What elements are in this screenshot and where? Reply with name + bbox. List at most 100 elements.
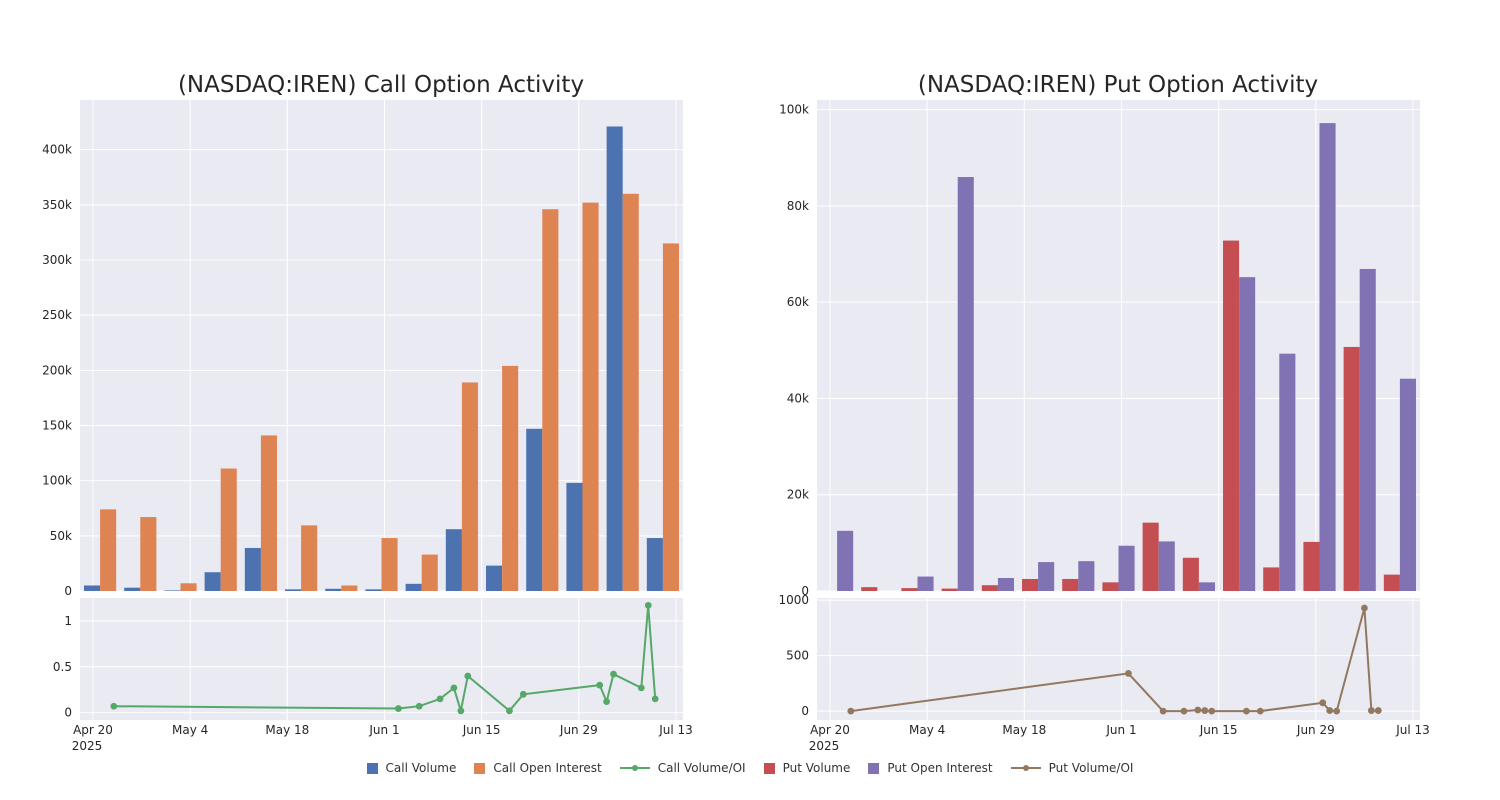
put-ratio-point: [1374, 707, 1382, 714]
call-ratio-xtick-year: 2025: [72, 739, 103, 750]
call-ratio-point: [457, 707, 465, 715]
put-open-interest-bar: [1279, 353, 1296, 591]
put-open-interest-bar: [1399, 378, 1416, 591]
call-open-interest-bar: [502, 365, 519, 591]
call-ratio-point: [596, 681, 604, 689]
call-volume-bar: [445, 529, 462, 591]
legend-label: Put Open Interest: [887, 761, 993, 775]
call-volume-bar: [486, 565, 503, 591]
put-ratio-point: [1208, 707, 1216, 715]
put-open-interest-bar: [1239, 277, 1256, 591]
call-volume-bar: [124, 587, 141, 591]
call-ytick-label: 150k: [42, 418, 72, 432]
call-ratio-point: [506, 707, 513, 715]
call-ratio-ytick-label: 1: [64, 614, 72, 628]
put-ratio-point: [1361, 604, 1368, 612]
put-volume-bar: [1142, 522, 1159, 591]
call-volume-bar: [204, 572, 221, 591]
call-volume-bar: [325, 588, 342, 591]
call-ratio-xtick-label: Apr 20: [73, 723, 113, 737]
put-volume-bar: [861, 587, 878, 591]
put-ratio-point: [847, 707, 855, 715]
put-chart-title: (NASDAQ:IREN) Put Option Activity: [918, 72, 1318, 98]
put-ytick-label: 80k: [787, 199, 809, 213]
put-volume-bar: [1303, 541, 1320, 591]
call-ratio-point: [610, 670, 617, 678]
call-ratio-xtick-label: May 4: [172, 723, 208, 737]
call-ratio-point: [394, 705, 402, 712]
legend-label: Call Open Interest: [493, 761, 602, 775]
put-ytick-label: 0: [801, 584, 809, 598]
call-ytick-label: 350k: [42, 198, 72, 212]
put-ytick-label: 20k: [787, 488, 809, 502]
legend-marker: [1010, 762, 1041, 774]
put-ytick-label: 60k: [787, 295, 809, 309]
call-open-interest-bar: [100, 509, 117, 591]
legend-label: Put Volume/OI: [1048, 761, 1134, 775]
call-volume-bar: [164, 590, 181, 591]
put-ratio-xtick-label: May 4: [909, 723, 945, 737]
call-volume-bar: [285, 589, 302, 591]
put-volume-bar: [1182, 557, 1199, 591]
option-activity-figure: (NASDAQ:IREN) Call Option Activity (NASD…: [42, 72, 1430, 750]
legend-label: Call Volume/OI: [657, 761, 746, 775]
put-open-interest-bar: [1078, 561, 1095, 591]
put-open-interest-bar: [1198, 582, 1215, 591]
put-ratio-xtick-label: Jun 1: [1105, 723, 1136, 737]
call-chart-title: (NASDAQ:IREN) Call Option Activity: [178, 72, 584, 98]
call-volume-bar: [365, 589, 382, 591]
put-ratio-xtick-label: Jul 13: [1395, 723, 1430, 737]
put-ratio-point: [1125, 670, 1132, 677]
put-volume-bar: [1343, 346, 1360, 591]
call-ratio-ytick-label: 0.5: [53, 660, 72, 674]
put-ratio-point: [1319, 699, 1327, 707]
call-ratio-ytick-label: 0: [64, 706, 72, 720]
call-open-interest-bar: [582, 202, 599, 592]
call-volume-bar: [526, 428, 543, 591]
call-volume-bar: [84, 585, 101, 591]
call-volume-bar: [244, 547, 261, 591]
put-ytick-label: 100k: [779, 103, 809, 117]
put-volume-bar: [1102, 582, 1119, 591]
call-open-interest-bar: [301, 525, 318, 591]
put-open-interest-bar: [1158, 541, 1175, 591]
call-ratio-xtick-label: Jun 15: [462, 723, 501, 737]
call-volume-bar: [405, 583, 422, 591]
put-open-interest-bar: [1319, 123, 1336, 591]
call-ratio-xtick-label: Jun 29: [559, 723, 598, 737]
call-ratio-point: [415, 702, 423, 710]
put-open-interest-bar: [1038, 562, 1055, 591]
call-ytick-label: 100k: [42, 474, 72, 488]
call-ytick-label: 400k: [42, 143, 72, 157]
put-ratio-xtick-year: 2025: [809, 739, 840, 750]
call-ytick-label: 0: [64, 584, 72, 598]
legend-item: Call Volume: [366, 761, 456, 775]
put-ratio-point: [1180, 707, 1188, 715]
put-bar-panel: 0 20k 40k 60k 80k 100k: [779, 100, 1420, 598]
call-open-interest-bar: [341, 585, 358, 591]
legend-item: Put Volume/OI: [1010, 761, 1134, 775]
call-ytick-label: 200k: [42, 363, 72, 377]
put-open-interest-bar: [997, 578, 1014, 591]
legend-label: Put Volume: [782, 761, 851, 775]
call-ratio-point: [110, 702, 118, 710]
call-ratio-point: [519, 690, 527, 698]
put-ratio-point: [1159, 707, 1167, 715]
call-open-interest-bar: [140, 517, 157, 591]
call-ratio-point: [436, 695, 444, 703]
call-volume-bar: [566, 482, 583, 591]
call-ytick-label: 300k: [42, 253, 72, 267]
call-open-interest-bar: [180, 583, 197, 591]
call-ratio-panel: 0 0.5 1 Apr 20 2025 May 4 May 18 Jun 1 Jun 15 Jun…: [53, 598, 693, 750]
call-open-interest-bar: [542, 209, 559, 591]
call-ratio-xtick-label: May 18: [265, 723, 309, 737]
put-ratio-xtick-label: May 18: [1002, 723, 1046, 737]
put-ratio-point: [1326, 707, 1334, 714]
legend-item: Call Volume/OI: [619, 761, 746, 775]
put-open-interest-bar: [917, 576, 934, 591]
put-volume-bar: [1263, 567, 1280, 591]
put-ratio-panel: 0 500 1000 Apr 20 2025 May 4 May 18 Jun 1 Jun 15…: [778, 593, 1429, 750]
legend-marker: [763, 762, 775, 774]
call-bar-panel: 0 50k 100k 150k 200k 250k 300k 350k 400k: [42, 100, 683, 598]
legend-item: Put Volume: [763, 761, 851, 775]
